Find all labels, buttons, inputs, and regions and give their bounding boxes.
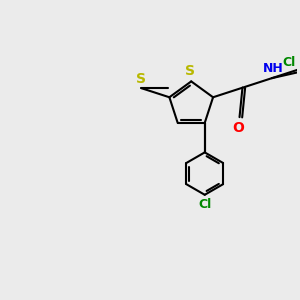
Text: NH: NH <box>263 61 284 75</box>
Text: S: S <box>136 72 146 86</box>
Text: S: S <box>185 64 195 78</box>
Text: O: O <box>232 121 244 135</box>
Text: Cl: Cl <box>282 56 295 69</box>
Text: Cl: Cl <box>198 198 211 211</box>
